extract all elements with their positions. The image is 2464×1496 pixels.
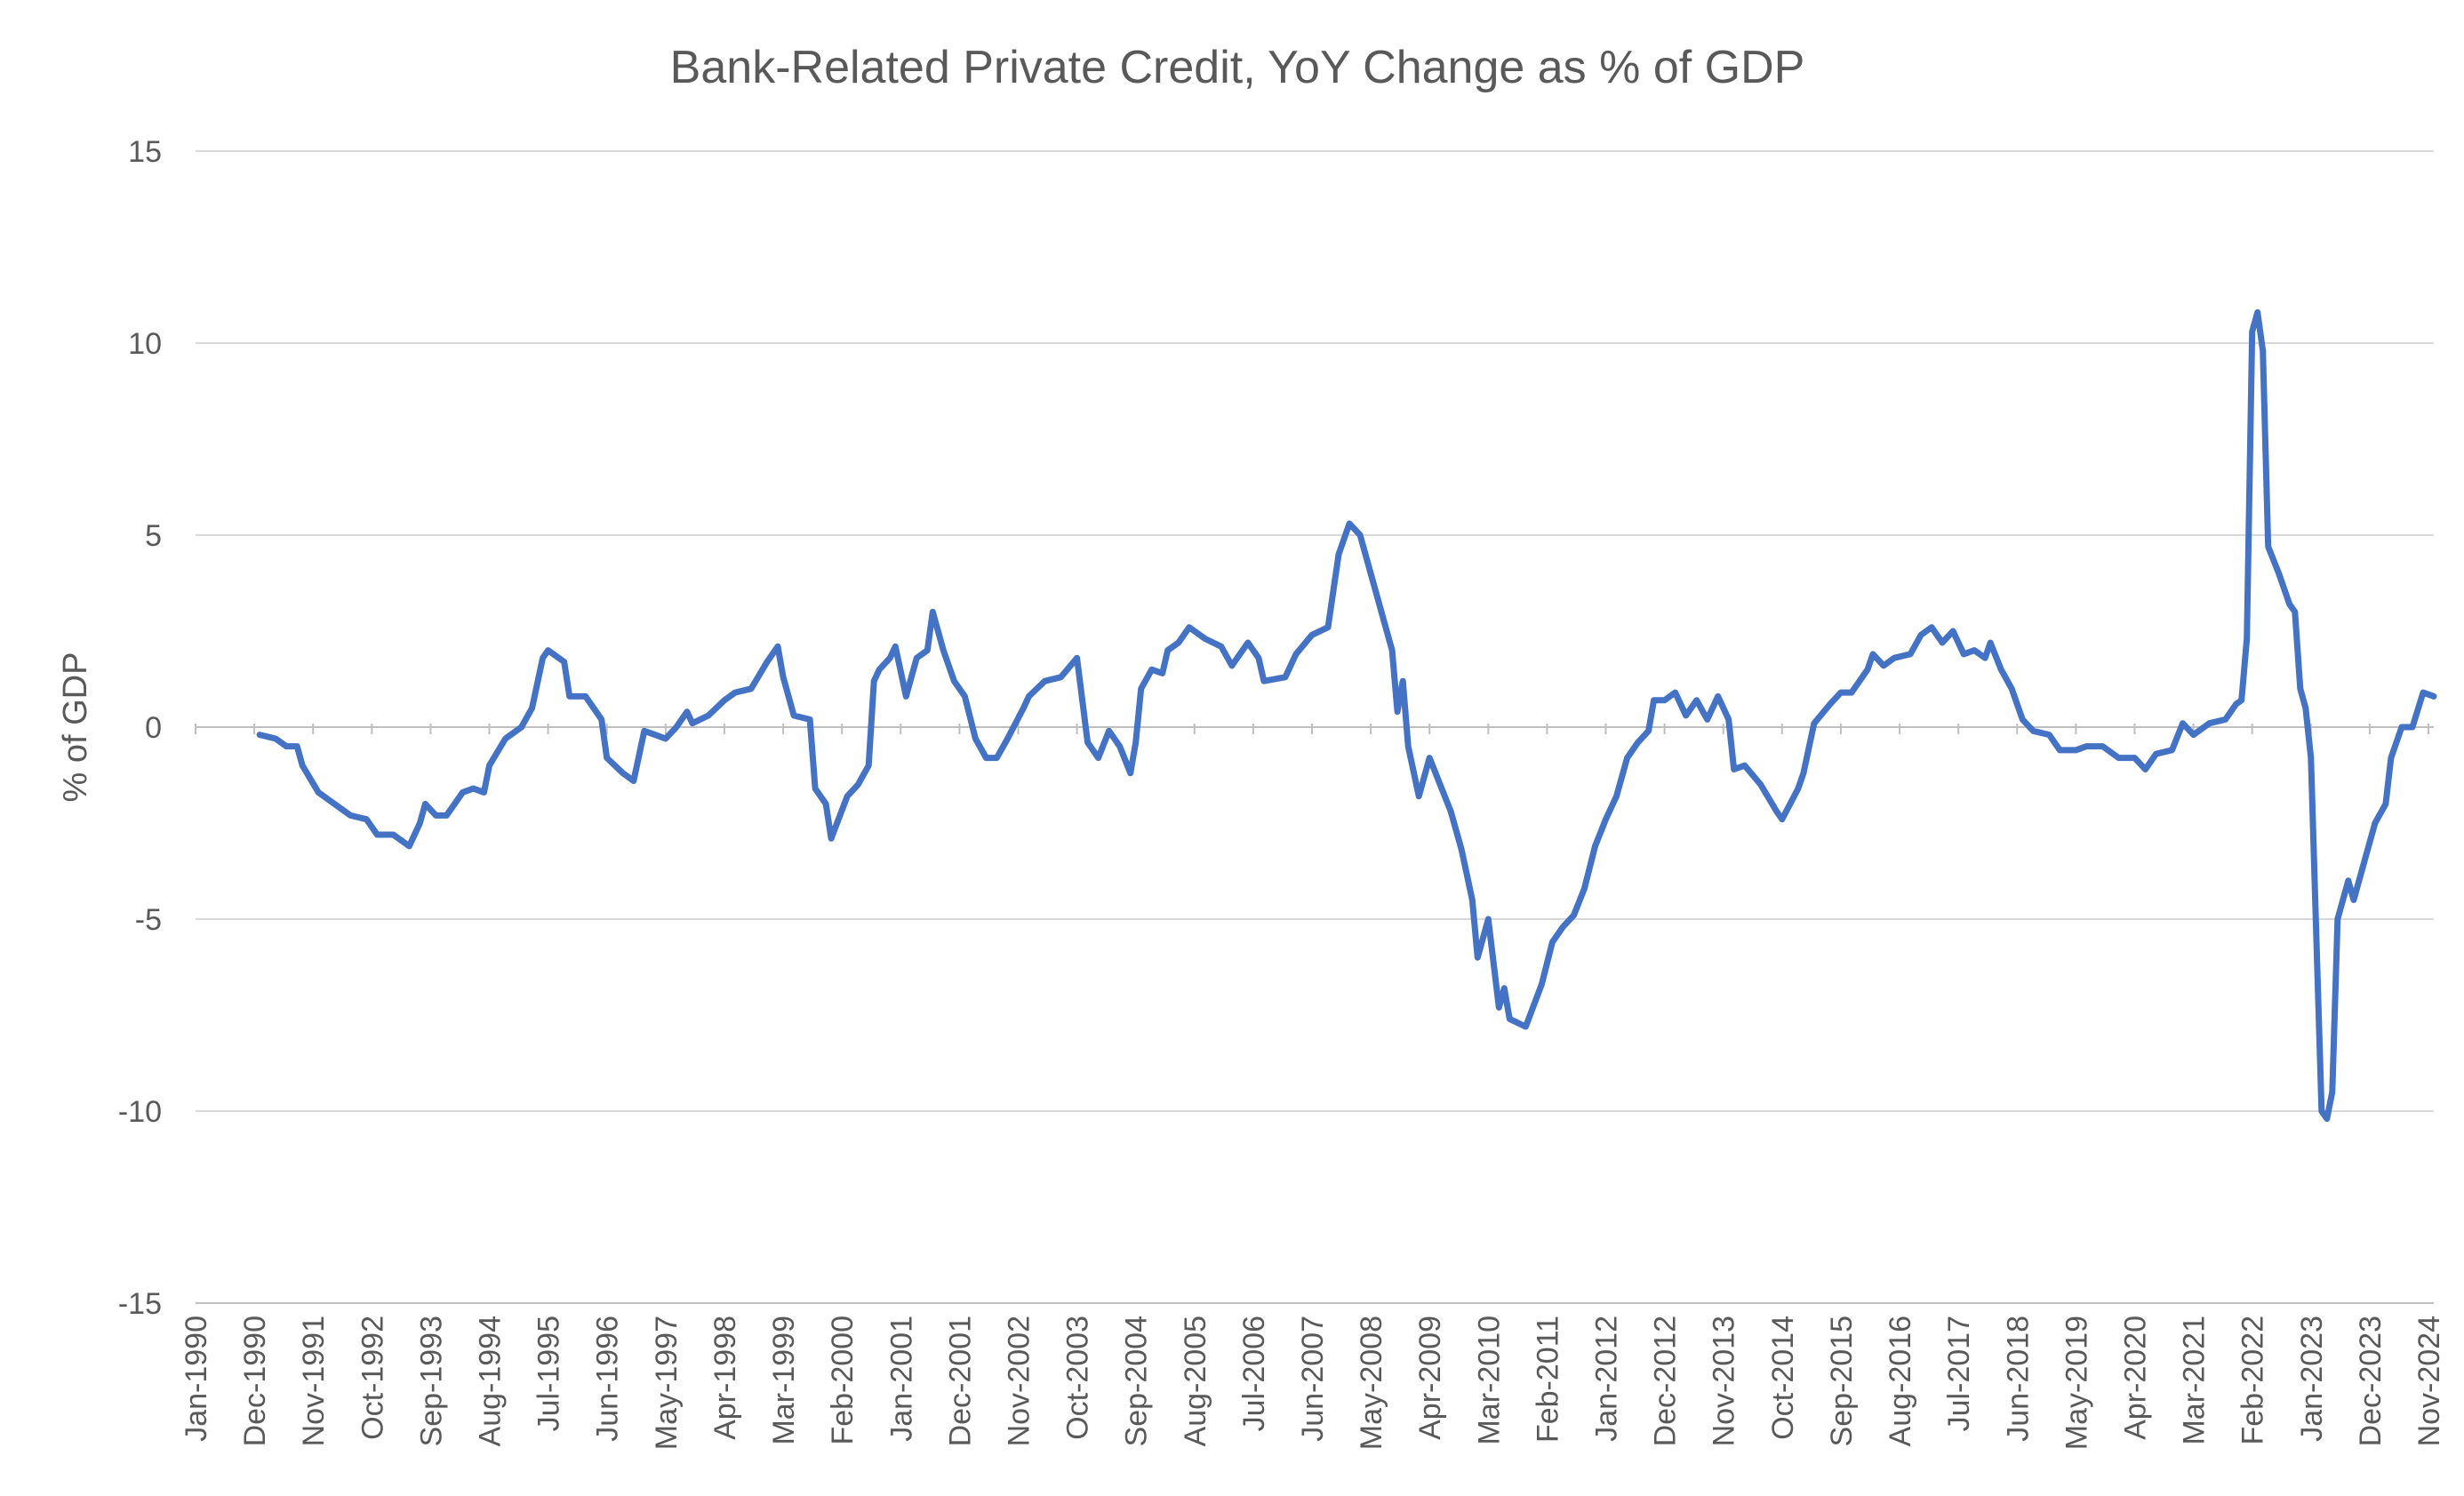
x-tick-label: Apr-1998 (708, 1316, 742, 1440)
x-tick-label: Mar-1999 (767, 1316, 801, 1445)
series-line (256, 308, 2437, 1123)
y-tick-labels: 15 10 5 0 -5 -10 -15 (118, 135, 162, 1321)
x-tick-label: Apr-2009 (1413, 1316, 1447, 1440)
x-tick-label: Dec-2012 (1649, 1316, 1683, 1446)
x-tick-label: Aug-2016 (1884, 1316, 1917, 1446)
y-tick-label: 0 (145, 711, 162, 745)
x-tick-label: Oct-2003 (1061, 1316, 1095, 1440)
x-tick-label: Feb-2000 (826, 1316, 860, 1445)
x-tick-label: Mar-2010 (1472, 1316, 1506, 1445)
chart-title: Bank-Related Private Credit, YoY Change … (670, 42, 1805, 93)
x-tick-label: Nov-2013 (1708, 1316, 1741, 1446)
x-tick-label: Feb-2011 (1531, 1316, 1564, 1443)
x-tick-label: Dec-2001 (943, 1316, 977, 1446)
x-tick-label: Feb-2022 (2236, 1316, 2270, 1445)
x-tick-label: May-1997 (650, 1316, 684, 1450)
y-tick-label: 5 (145, 519, 162, 553)
x-tick-label: Sep-1993 (414, 1316, 448, 1446)
x-tick-label: Jul-2006 (1237, 1316, 1271, 1431)
x-tick-label: Jan-1990 (180, 1316, 213, 1442)
x-tick-label: Dec-2023 (2354, 1316, 2388, 1446)
y-tick-label: -5 (135, 903, 162, 937)
x-tick-label: Jan-2001 (884, 1316, 918, 1442)
y-tick-label: 10 (128, 327, 162, 361)
x-tick-label: May-2019 (2060, 1316, 2093, 1450)
x-tick-label: Jan-2023 (2295, 1316, 2329, 1442)
y-axis-label: % of GDP (57, 652, 94, 803)
x-tick-label: Dec-1990 (238, 1316, 272, 1446)
x-tick-label: Jan-2012 (1590, 1316, 1624, 1442)
x-tick-label: Sep-2004 (1120, 1316, 1154, 1446)
x-tick-label: Nov-2024 (2412, 1316, 2446, 1446)
x-tick-labels: Jan-1990 Dec-1990 Nov-1991 Oct-1992 Sep-1993… (180, 1316, 2446, 1450)
x-tick-label: May-2008 (1355, 1316, 1388, 1450)
x-tick-label: Sep-2015 (1825, 1316, 1859, 1446)
gridlines (195, 150, 2434, 1304)
x-tick-label: Jul-1995 (532, 1316, 566, 1431)
x-tick-label: Apr-2020 (2118, 1316, 2152, 1440)
x-tick-label: Jun-2007 (1296, 1316, 1330, 1442)
x-tick-label: Mar-2021 (2178, 1316, 2212, 1445)
x-tick-label: Oct-2014 (1766, 1316, 1800, 1440)
x-tick-label: Aug-1994 (474, 1316, 508, 1446)
x-tick-label: Nov-1991 (297, 1316, 331, 1446)
x-tick-label: Jun-2018 (2001, 1316, 2035, 1442)
y-tick-label: 15 (128, 135, 162, 169)
x-tick-label: Nov-2002 (1002, 1316, 1036, 1446)
x-tick-label: Jul-2017 (1942, 1316, 1976, 1431)
y-tick-label: -15 (118, 1287, 162, 1321)
x-tick-label: Jun-1996 (591, 1316, 625, 1442)
y-tick-label: -10 (118, 1095, 162, 1129)
x-tick-label: Oct-1992 (356, 1316, 389, 1440)
x-tick-label: Aug-2005 (1179, 1316, 1212, 1446)
